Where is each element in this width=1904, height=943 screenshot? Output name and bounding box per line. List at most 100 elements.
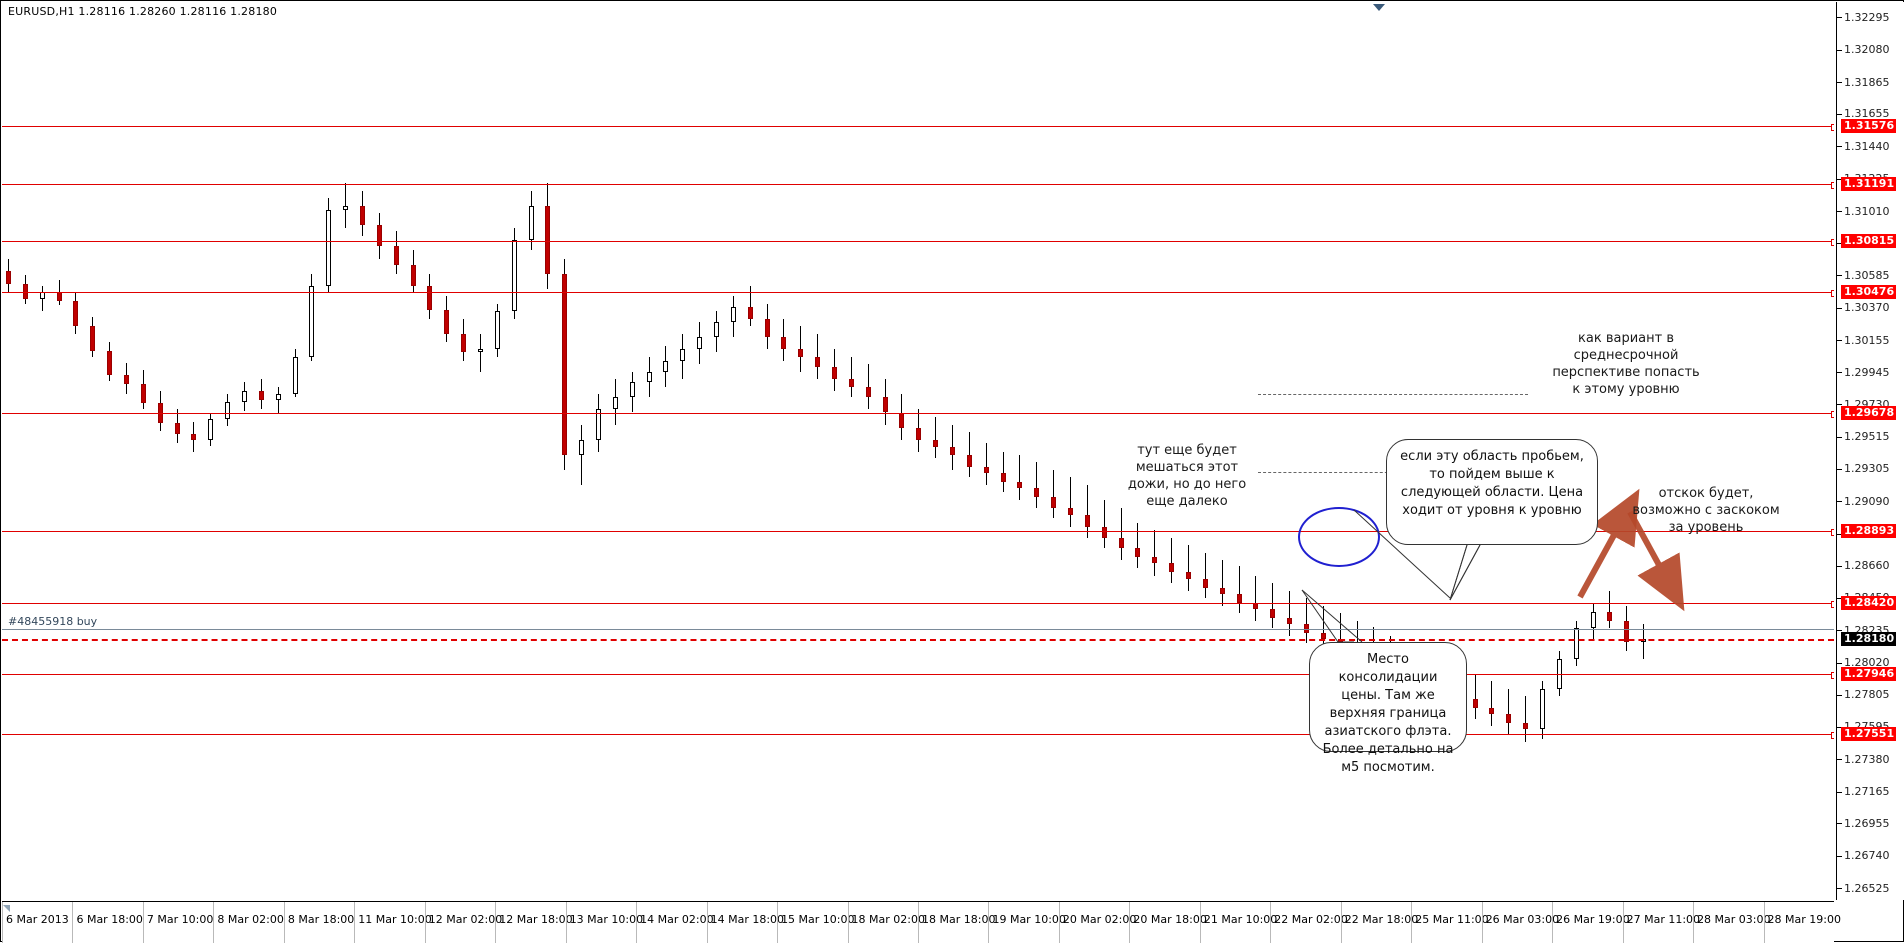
time-tick: 6 Mar 18:00 xyxy=(76,913,143,926)
price-tick: 1.29515 xyxy=(1837,430,1890,443)
candle-body xyxy=(1540,688,1545,730)
candlestick xyxy=(663,2,670,900)
level-price-tag[interactable]: 1.28420 xyxy=(1841,595,1897,610)
candle-body xyxy=(208,418,214,440)
level-price-tag[interactable]: 1.30476 xyxy=(1841,285,1897,300)
candle-body xyxy=(309,285,315,357)
order-line[interactable] xyxy=(2,629,1834,631)
price-tick: 1.31440 xyxy=(1837,140,1890,153)
candle-wick xyxy=(1255,575,1257,621)
level-price-tag[interactable]: 1.28893 xyxy=(1841,524,1897,539)
level-price-tag[interactable]: 1.27946 xyxy=(1841,667,1897,682)
candle-wick xyxy=(1053,469,1055,519)
level-line[interactable] xyxy=(2,731,1834,739)
candle-wick xyxy=(1120,507,1122,561)
candle-body xyxy=(427,285,433,310)
level-line[interactable] xyxy=(2,290,1834,298)
candle-body xyxy=(579,439,585,455)
time-axis[interactable]: 6 Mar 2013 6 Mar 18:00 7 Mar 10:00 8 Mar 02… xyxy=(2,901,1841,943)
candlestick xyxy=(208,2,215,900)
time-tick: 28 Mar 19:00 xyxy=(1767,913,1841,926)
candle-body xyxy=(1590,611,1596,629)
candlestick xyxy=(1472,2,1480,900)
candle-body xyxy=(1169,563,1175,573)
time-tick: 8 Mar 02:00 xyxy=(217,913,284,926)
candle-wick xyxy=(1086,484,1088,538)
candle-body xyxy=(596,409,601,440)
candle-body xyxy=(1152,557,1158,564)
level-line[interactable] xyxy=(2,529,1834,537)
candle-wick xyxy=(1306,598,1307,644)
candlestick xyxy=(545,2,552,900)
chart-plot-area[interactable]: #48455918 buy как вариант в среднесрочно… xyxy=(2,2,1834,900)
leader-line-doji xyxy=(1258,472,1398,473)
candlestick xyxy=(225,2,232,900)
level-price-tag[interactable]: 1.31576 xyxy=(1841,119,1897,134)
candle-body xyxy=(916,427,922,440)
candle-body xyxy=(848,379,854,387)
candlestick xyxy=(1084,2,1092,900)
level-price-tag[interactable]: 1.27551 xyxy=(1841,726,1897,741)
time-separator xyxy=(1481,902,1483,943)
consolidation-bubble-tail xyxy=(1301,589,1363,643)
candle-body xyxy=(275,394,281,401)
candle-body xyxy=(22,284,28,300)
candle-wick xyxy=(1154,530,1156,576)
candle-body xyxy=(612,397,618,410)
candle-body xyxy=(562,273,568,455)
candlestick xyxy=(697,2,704,900)
candle-wick xyxy=(1289,590,1291,636)
candle-wick xyxy=(1508,688,1510,734)
candle-body xyxy=(528,205,534,241)
level-line[interactable] xyxy=(2,600,1834,608)
candle-wick xyxy=(1525,696,1527,742)
candlestick xyxy=(1186,2,1193,900)
level-price-tag[interactable]: 1.29678 xyxy=(1841,405,1897,420)
candle-body xyxy=(410,264,416,286)
level-line[interactable] xyxy=(2,672,1834,680)
candlestick xyxy=(1304,2,1311,900)
level-price-tag[interactable]: 1.30815 xyxy=(1841,234,1897,249)
candlestick xyxy=(410,2,418,900)
level-line[interactable] xyxy=(2,124,1834,132)
candle-body xyxy=(1034,487,1040,498)
candle-body xyxy=(815,356,821,368)
candle-body xyxy=(1236,593,1242,603)
time-tick: 18 Mar 18:00 xyxy=(922,913,996,926)
time-tick: 18 Mar 02:00 xyxy=(851,913,925,926)
price-axis[interactable]: 1.322951.320801.318651.316551.314401.312… xyxy=(1836,2,1904,900)
level-price-tag[interactable]: 1.31191 xyxy=(1841,177,1897,192)
candlestick xyxy=(275,2,283,900)
time-tick: 14 Mar 18:00 xyxy=(710,913,785,926)
candle-body xyxy=(865,386,871,398)
candle-body xyxy=(242,391,247,402)
level-line[interactable] xyxy=(2,239,1834,247)
price-tick: 1.28020 xyxy=(1837,656,1890,669)
candle-wick xyxy=(1339,613,1341,659)
candle-body xyxy=(697,337,703,350)
candlestick xyxy=(528,2,536,900)
candle-body xyxy=(73,300,79,327)
candlestick xyxy=(848,2,856,900)
time-tick: 11 Mar 10:00 xyxy=(358,913,432,926)
level-line[interactable] xyxy=(2,410,1834,418)
candle-body xyxy=(764,318,770,338)
level-line[interactable] xyxy=(2,182,1834,190)
candlestick xyxy=(511,2,519,900)
candle-body xyxy=(832,367,837,380)
candlestick xyxy=(815,2,822,900)
time-tick: 21 Mar 10:00 xyxy=(1203,913,1278,926)
time-tick: 6 Mar 2013 xyxy=(6,913,69,926)
candle-body xyxy=(730,306,736,322)
time-separator xyxy=(1622,902,1624,943)
candlestick xyxy=(124,2,131,900)
candlestick xyxy=(1135,2,1142,900)
chart-shift-arrow[interactable] xyxy=(1373,4,1385,11)
time-separator xyxy=(636,902,638,943)
candle-body xyxy=(478,349,483,353)
candlestick xyxy=(933,2,940,900)
candle-wick xyxy=(985,442,987,485)
quote-header: EURUSD,H1 1.28116 1.28260 1.28116 1.2818… xyxy=(8,5,278,18)
candlestick xyxy=(916,2,923,900)
